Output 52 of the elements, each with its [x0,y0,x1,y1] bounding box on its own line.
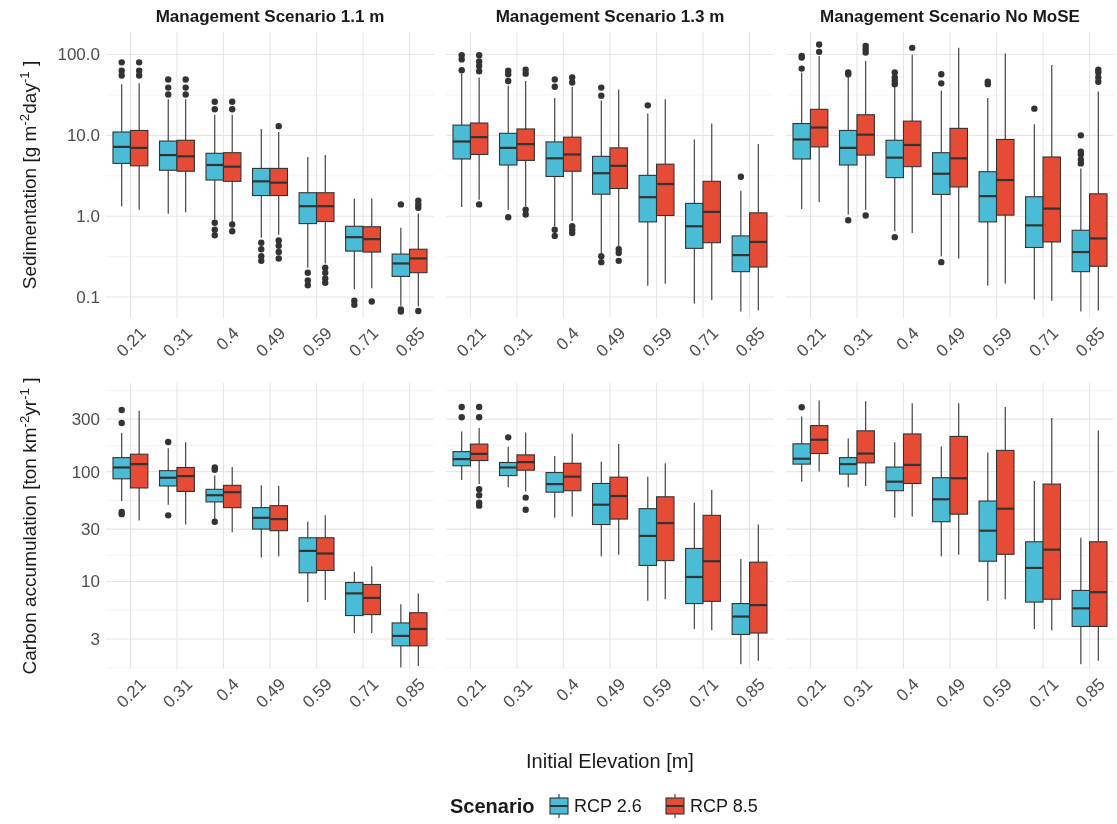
y-tick-label: 100 [71,462,100,482]
x-tick-label: 0.49 [252,323,290,361]
x-tick-label: 0.4 [892,674,923,705]
chart-title: Management Scenario No MoSE [820,7,1080,26]
y-tick-label: 0.1 [76,287,100,307]
x-tick-label: 0.21 [792,674,830,712]
x-tick-label: 0.4 [212,323,243,354]
x-tick-label: 0.71 [345,674,383,712]
x-axis-title: Initial Elevation [m] [526,750,694,772]
x-tick-label: 0.31 [499,323,537,361]
x-tick-label: 0.21 [452,674,490,712]
legend-label: RCP 8.5 [690,796,758,817]
x-tick-label: 0.71 [345,323,383,361]
x-tick-label: 0.59 [298,323,336,361]
x-tick-label: 0.31 [159,674,197,712]
x-tick-label: 0.4 [552,323,583,354]
x-tick-label: 0.71 [1025,674,1063,712]
x-tick-label: 0.31 [159,323,197,361]
x-tick-label: 0.21 [452,323,490,361]
y-tick-label: 100.0 [57,45,100,65]
x-tick-label: 0.4 [892,323,923,354]
x-tick-label: 0.49 [932,323,970,361]
x-tick-label: 0.21 [112,323,150,361]
x-tick-label: 0.59 [978,323,1016,361]
x-tick-label: 0.59 [298,674,336,712]
y-tick-label: 3 [90,629,100,649]
y-tick-label: 1.0 [76,207,100,227]
x-tick-label: 0.59 [638,674,676,712]
x-tick-label: 0.31 [839,674,877,712]
x-tick-label: 0.71 [685,323,723,361]
y-tick-label: 300 [71,410,100,430]
x-tick-label: 0.59 [638,323,676,361]
legend-title: Scenario [450,795,535,817]
y-tick-label: 10 [81,572,100,592]
x-tick-label: 0.49 [592,674,630,712]
y-tick-label: 10.0 [66,126,100,146]
x-tick-label: 0.59 [978,674,1016,712]
x-tick-label: 0.71 [685,674,723,712]
x-tick-label: 0.21 [112,674,150,712]
x-tick-label: 0.49 [592,323,630,361]
legend-label: RCP 2.6 [574,796,642,817]
x-tick-label: 0.4 [552,674,583,705]
chart-title: Management Scenario 1.3 m [495,7,725,26]
x-tick-label: 0.31 [499,674,537,712]
chart-title: Management Scenario 1.1 m [155,7,385,26]
x-tick-label: 0.49 [252,674,290,712]
x-tick-label: 0.31 [839,323,877,361]
y-tick-label: 30 [81,520,100,540]
x-tick-label: 0.21 [792,323,830,361]
x-tick-label: 0.71 [1025,323,1063,361]
x-tick-label: 0.49 [932,674,970,712]
x-tick-label: 0.4 [212,674,243,705]
